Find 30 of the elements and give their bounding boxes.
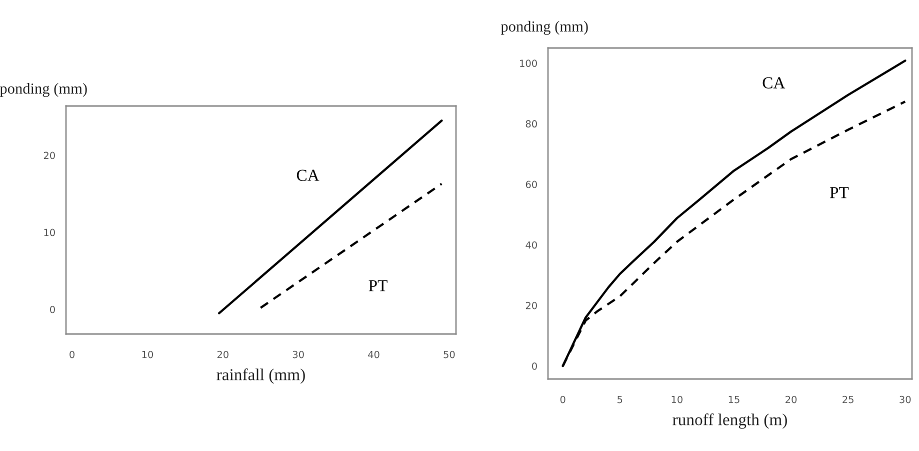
x-tick-label: 30 bbox=[900, 396, 911, 404]
x-tick-label: 10 bbox=[142, 350, 154, 358]
y-tick-label: 20 bbox=[526, 302, 537, 310]
x-tick-label: 20 bbox=[786, 396, 797, 404]
x-tick-label: 25 bbox=[842, 396, 854, 404]
x-tick-label: 40 bbox=[368, 350, 380, 358]
y-tick-label: 20 bbox=[44, 152, 55, 160]
y-tick-label: 60 bbox=[526, 180, 537, 188]
x-tick-label: 0 bbox=[70, 350, 74, 358]
text: CA bbox=[296, 170, 320, 181]
y-tick-label: 80 bbox=[526, 120, 537, 128]
y-tick-label: 40 bbox=[526, 241, 537, 249]
text: CA bbox=[762, 77, 786, 88]
y-tick-label: 0 bbox=[532, 362, 537, 370]
x-tick-label: 20 bbox=[217, 350, 228, 358]
x-tick-label: 0 bbox=[560, 396, 566, 404]
y-axis-title: ponding (mm) bbox=[500, 20, 588, 35]
x-tick-label: 10 bbox=[672, 396, 682, 404]
x-tick-label: 50 bbox=[444, 350, 455, 358]
y-axis-title: ponding (mm) bbox=[0, 82, 87, 97]
text: PT bbox=[368, 280, 388, 292]
x-tick-label: 30 bbox=[292, 350, 304, 358]
text: PT bbox=[830, 187, 849, 198]
x-tick-label: 5 bbox=[618, 396, 622, 404]
y-tick-label: 0 bbox=[50, 306, 55, 314]
x-axis-title: runoff length (m) bbox=[672, 413, 787, 429]
x-tick-label: 15 bbox=[728, 396, 740, 404]
x-axis-title: rainfall (mm) bbox=[216, 368, 305, 384]
y-tick-label: 100 bbox=[520, 60, 537, 67]
y-tick-label: 10 bbox=[44, 228, 55, 236]
